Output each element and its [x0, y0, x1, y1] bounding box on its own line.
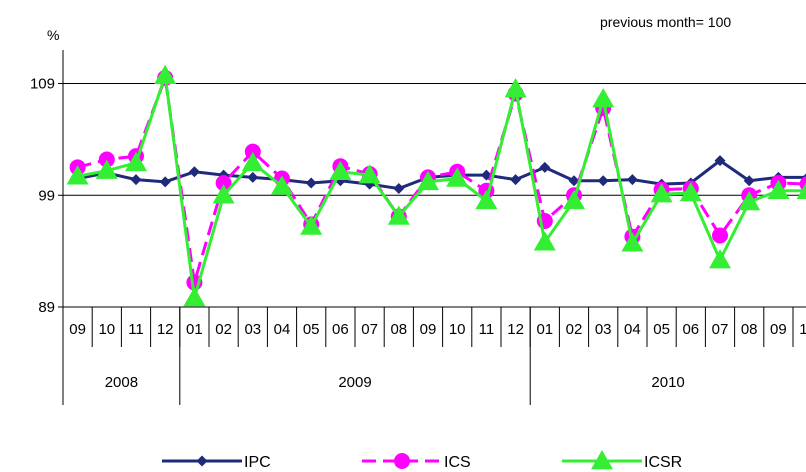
- point-icsr: [650, 183, 673, 203]
- month-tick-label: 07: [712, 321, 729, 338]
- month-tick-label: 10: [98, 321, 115, 338]
- point-ipc: [247, 171, 259, 183]
- point-icsr: [709, 249, 731, 269]
- point-icsr: [767, 179, 790, 200]
- chart-note: previous month= 100: [600, 14, 732, 30]
- month-tick-label: 06: [332, 321, 349, 338]
- month-tick-label: 11: [479, 321, 495, 338]
- point-icsr: [300, 215, 323, 235]
- y-tick-label: 89: [38, 299, 55, 316]
- point-ipc: [597, 175, 609, 187]
- month-tick-label: 03: [244, 321, 261, 338]
- month-tick-label: 08: [741, 321, 758, 338]
- month-tick-label: 01: [186, 321, 203, 338]
- month-tick-label: 10: [449, 321, 466, 338]
- axis-layer: 89 99 109 09 10 11 12 01 02 03 04 05 06 07 08 09 10 11 12 0…: [30, 50, 806, 405]
- month-tick-label: 11: [128, 321, 144, 338]
- point-ipc: [510, 174, 522, 186]
- legend-label: IPC: [244, 454, 271, 471]
- y-unit-label: %: [47, 27, 60, 43]
- point-ipc: [626, 174, 638, 186]
- month-tick-label: 12: [507, 321, 524, 338]
- point-icsr: [796, 182, 806, 200]
- month-tick-label: 04: [624, 321, 641, 338]
- month-tick-label: 09: [420, 321, 437, 338]
- month-tick-label: 09: [69, 321, 86, 338]
- point-ics: [244, 143, 261, 160]
- point-icsr: [154, 64, 177, 84]
- y-tick-label: 109: [30, 76, 55, 93]
- series-line-ics: [77, 76, 806, 284]
- point-ics: [215, 174, 232, 191]
- point-icsr: [387, 205, 410, 225]
- y-tick-label: 99: [38, 187, 55, 204]
- point-icsr: [95, 159, 118, 179]
- point-icsr: [563, 189, 585, 210]
- point-icsr: [679, 182, 702, 202]
- month-tick-label: 06: [682, 321, 699, 338]
- point-icsr: [125, 151, 147, 172]
- point-icsr: [183, 287, 206, 307]
- legend-marker-ipc: [196, 455, 208, 467]
- point-ipc: [539, 161, 551, 173]
- point-icsr: [592, 88, 615, 108]
- month-tick-label: 03: [595, 321, 612, 338]
- month-tick-label: 09: [770, 321, 787, 338]
- month-tick-label: 01: [536, 321, 553, 338]
- month-tick-label: 05: [653, 321, 670, 338]
- month-tick-label: 05: [303, 321, 320, 338]
- point-ipc: [714, 155, 726, 167]
- point-icsr: [621, 232, 644, 252]
- legend-label: ICS: [444, 454, 471, 471]
- month-tick-label: 07: [361, 321, 378, 338]
- point-ipc: [393, 183, 405, 195]
- point-icsr: [271, 175, 293, 195]
- year-label: 2010: [651, 374, 684, 391]
- point-icsr: [358, 164, 381, 184]
- point-ipc: [305, 177, 317, 189]
- point-ics: [98, 151, 115, 168]
- month-tick-label: 02: [215, 321, 232, 338]
- legend: IPC ICS ICSR: [162, 450, 682, 471]
- point-icsr: [504, 78, 527, 98]
- series-layer: [66, 64, 806, 307]
- point-ipc: [130, 174, 142, 186]
- point-ipc: [568, 175, 580, 187]
- point-icsr: [475, 189, 498, 210]
- month-tick-label: 10: [799, 321, 806, 338]
- point-ipc: [188, 166, 200, 178]
- point-icsr: [738, 190, 761, 211]
- point-icsr: [329, 160, 352, 181]
- point-icsr: [417, 170, 439, 191]
- point-icsr: [241, 151, 264, 172]
- point-ipc: [743, 175, 755, 187]
- year-label: 2009: [338, 374, 371, 391]
- point-ipc: [159, 176, 171, 188]
- point-icsr: [533, 231, 556, 251]
- legend-marker-ics: [394, 453, 410, 469]
- point-icsr: [66, 165, 89, 185]
- year-label: 2008: [105, 374, 138, 391]
- month-tick-label: 08: [390, 321, 407, 338]
- point-ics: [712, 227, 728, 244]
- month-tick-label: 02: [566, 321, 583, 338]
- month-tick-label: 12: [157, 321, 174, 338]
- month-tick-label: 04: [274, 321, 291, 338]
- point-icsr: [212, 184, 235, 204]
- legend-label: ICSR: [644, 454, 682, 471]
- point-icsr: [446, 167, 469, 187]
- legend-marker-icsr: [591, 450, 613, 470]
